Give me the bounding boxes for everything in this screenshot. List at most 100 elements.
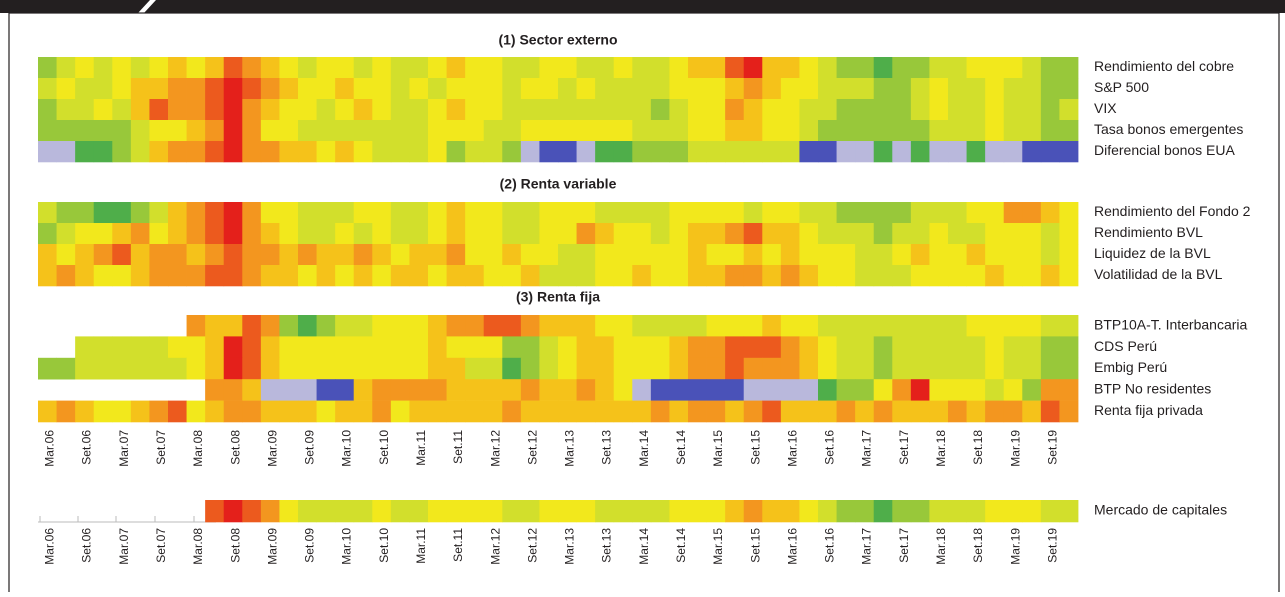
heat-cell: [520, 265, 540, 287]
heat-cell: [910, 57, 930, 79]
heat-cell: [910, 223, 930, 245]
heat-cell: [446, 78, 466, 100]
row-label: Tasa bonos emergentes: [1094, 121, 1243, 137]
heat-cell: [985, 78, 1005, 100]
heat-cell: [298, 379, 317, 401]
heat-cell: [929, 202, 949, 224]
heat-cell: [93, 400, 113, 423]
heat-cell: [279, 400, 299, 423]
heat-cell: [855, 141, 875, 163]
heat-cell: [948, 78, 967, 100]
heat-cell: [966, 57, 986, 79]
heat-cell: [390, 379, 410, 401]
heat-cell: [149, 78, 169, 100]
heat-cell: [539, 315, 559, 337]
heat-cell: [873, 223, 893, 245]
heat-cell: [539, 120, 559, 142]
heat-cell: [558, 315, 577, 337]
x-tick-label: Set.14: [674, 430, 688, 465]
heat-cell: [316, 223, 336, 245]
heat-cell: [1040, 500, 1060, 523]
heat-cell: [56, 400, 76, 423]
heat-cell: [279, 223, 299, 245]
heat-cell: [223, 400, 243, 423]
heat-cell: [93, 244, 113, 266]
heat-cell: [1059, 57, 1079, 79]
heat-cell: [762, 244, 782, 266]
heat-cell: [520, 244, 540, 266]
heat-cell: [223, 120, 243, 142]
x-tick-label: Mar.11: [414, 430, 428, 466]
heat-cell: [353, 357, 373, 380]
heat-cell: [780, 265, 800, 287]
x-tick-label: Mar.12: [488, 528, 502, 565]
heat-cell: [149, 265, 169, 287]
heat-cell: [409, 379, 429, 401]
heat-cell: [855, 244, 875, 266]
heat-cell: [428, 315, 447, 337]
heat-cell: [613, 315, 633, 337]
heat-cell: [966, 500, 986, 523]
heat-cell: [669, 265, 689, 287]
heat-cell: [130, 120, 150, 142]
heat-cell: [298, 78, 317, 100]
heat-cell: [650, 315, 670, 337]
heat-cell: [595, 223, 615, 245]
heat-cell: [743, 57, 763, 79]
heat-cell: [168, 141, 187, 163]
heat-cell: [428, 265, 447, 287]
heat-cell: [576, 244, 596, 266]
heat-cell: [855, 265, 875, 287]
heat-cell: [483, 400, 503, 423]
heat-cell: [223, 141, 243, 163]
heat-cell: [780, 202, 800, 224]
heat-cell: [669, 99, 689, 121]
heat-cell: [316, 57, 336, 79]
heat-cell: [409, 223, 429, 245]
heat-cell: [836, 57, 856, 79]
heat-cell: [353, 400, 373, 423]
heat-cell: [539, 336, 559, 359]
row-label: BTP No residentes: [1094, 381, 1211, 397]
heat-cell: [502, 141, 522, 163]
heat-cell: [353, 78, 373, 100]
heat-cell: [873, 244, 893, 266]
heat-cell: [539, 99, 559, 121]
heat-cell: [873, 99, 893, 121]
heat-cell: [743, 141, 763, 163]
heat-cell: [409, 400, 429, 423]
heat-cell: [966, 315, 986, 337]
heat-cell: [613, 336, 633, 359]
heat-cell: [205, 265, 225, 287]
heat-cell: [855, 336, 875, 359]
heat-cell: [298, 500, 317, 523]
heat-cell: [316, 244, 336, 266]
heat-cell: [929, 315, 949, 337]
heat-cell: [632, 379, 652, 401]
heat-cell: [948, 315, 967, 337]
heat-cell: [93, 265, 113, 287]
heat-cell: [112, 78, 132, 100]
heat-cell: [446, 357, 466, 380]
heat-cell: [353, 141, 373, 163]
heat-cell: [632, 99, 652, 121]
heat-cell: [706, 78, 726, 100]
heat-cell: [743, 202, 763, 224]
heat-cell: [186, 400, 206, 423]
heat-cell: [985, 336, 1005, 359]
heat-cell: [502, 265, 522, 287]
heat-cell: [1022, 336, 1042, 359]
heat-cell: [38, 78, 57, 100]
x-tick-label: Set.07: [154, 430, 168, 465]
heat-cell: [205, 78, 225, 100]
heat-cell: [873, 265, 893, 287]
heat-cell: [1040, 315, 1060, 337]
heat-cell: [428, 141, 447, 163]
heat-cell: [223, 379, 243, 401]
heat-cell: [688, 223, 707, 245]
heat-cell: [688, 315, 707, 337]
heat-cell: [706, 223, 726, 245]
heat-cell: [873, 336, 893, 359]
heat-cell: [223, 99, 243, 121]
heat-cell: [130, 400, 150, 423]
